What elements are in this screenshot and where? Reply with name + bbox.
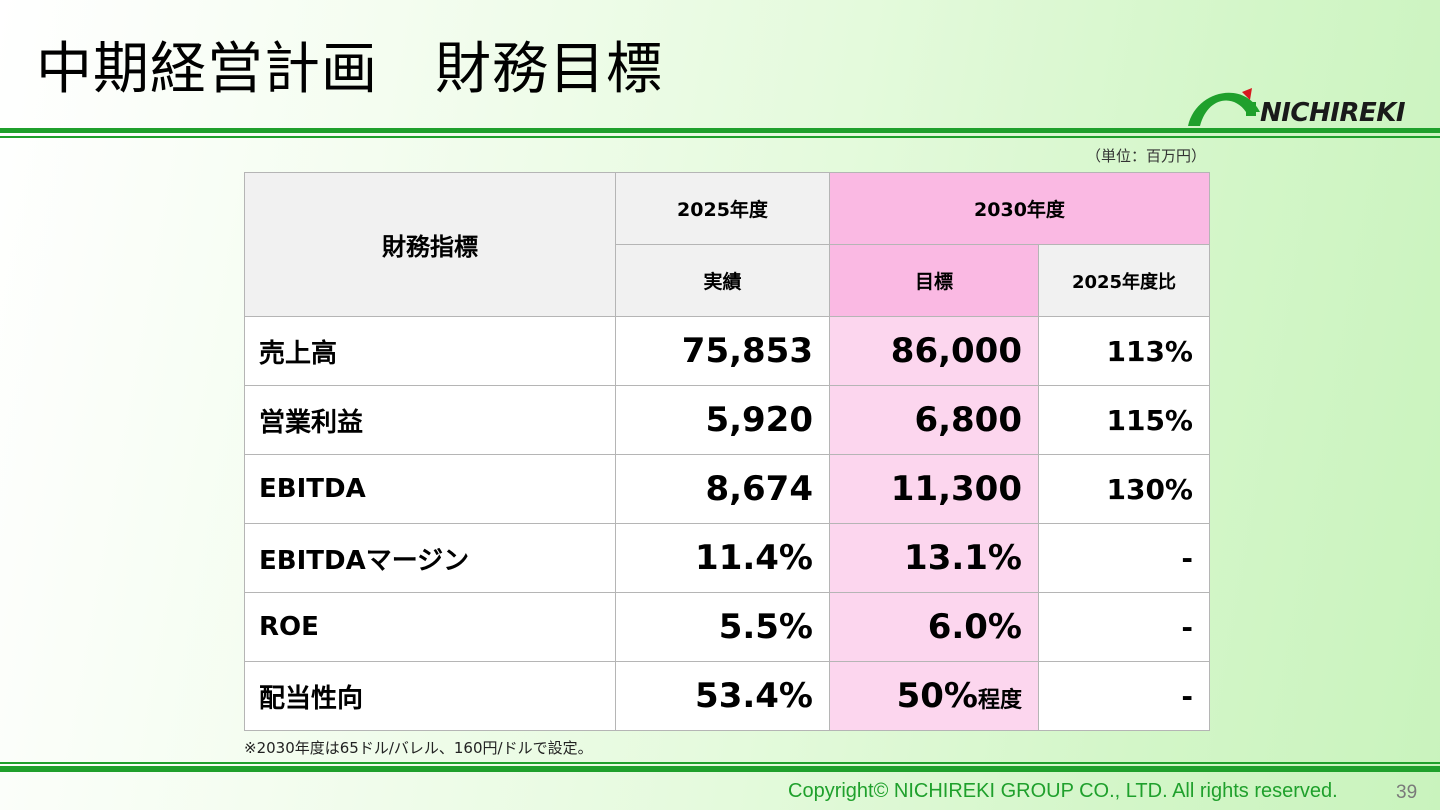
copyright-text: Copyright© NICHIREKI GROUP CO., LTD. All… xyxy=(788,780,1338,802)
table-row: 売上高 75,853 86,000 113% xyxy=(244,316,1210,386)
header-ratio: 2025年度比 xyxy=(1038,244,1210,317)
actual-2025-value: 75,853 xyxy=(615,316,830,386)
target-2030-value: 6,800 xyxy=(829,385,1039,455)
actual-2025-value: 53.4% xyxy=(615,661,830,731)
header-target: 目標 xyxy=(829,244,1039,317)
table-row: 営業利益 5,920 6,800 115% xyxy=(244,385,1210,455)
unit-note: （単位：百万円） xyxy=(1085,147,1206,165)
actual-2025-value: 5,920 xyxy=(615,385,830,455)
table-row: 配当性向 53.4% 50%程度 - xyxy=(244,661,1210,731)
target-suffix: 程度 xyxy=(977,688,1022,713)
page-number: 39 xyxy=(1396,782,1418,803)
actual-2025-value: 8,674 xyxy=(615,454,830,524)
header-metric-label: 財務指標 xyxy=(244,172,616,317)
footer-divider-thick xyxy=(0,766,1440,772)
metric-label: EBITDA xyxy=(244,454,616,524)
header-divider-thick xyxy=(0,128,1440,133)
metric-label: ROE xyxy=(244,592,616,662)
metric-label: 配当性向 xyxy=(244,661,616,731)
target-2030-value: 6.0% xyxy=(829,592,1039,662)
target-value: 50% xyxy=(896,676,978,716)
header-actual: 実績 xyxy=(615,244,830,317)
ratio-value: - xyxy=(1038,523,1210,593)
metric-label: 売上高 xyxy=(244,316,616,386)
footnote: ※2030年度は65ドル/バレル、160円/ドルで設定。 xyxy=(244,739,593,757)
nichireki-logo: NICHIREKI xyxy=(1186,82,1436,128)
table-header-row: 財務指標 2025年度 2030年度 xyxy=(244,172,1210,317)
footer-divider-thin xyxy=(0,762,1440,764)
target-2030-value: 50%程度 xyxy=(829,661,1039,731)
ratio-value: 115% xyxy=(1038,385,1210,455)
ratio-value: 130% xyxy=(1038,454,1210,524)
target-value: 6.0% xyxy=(927,607,1022,647)
page-title: 中期経営計画 財務目標 xyxy=(36,37,663,102)
actual-2025-value: 5.5% xyxy=(615,592,830,662)
target-2030-value: 86,000 xyxy=(829,316,1039,386)
logo-text: NICHIREKI xyxy=(1260,98,1406,128)
target-2030-value: 11,300 xyxy=(829,454,1039,524)
target-value: 86,000 xyxy=(890,331,1022,371)
table-row: EBITDAマージン 11.4% 13.1% - xyxy=(244,523,1210,593)
financial-targets-table: 財務指標 2025年度 2030年度 実績 目標 2025年度比 売上高 75,… xyxy=(244,172,1210,731)
target-value: 11,300 xyxy=(890,469,1022,509)
header-divider-thin xyxy=(0,136,1440,138)
target-value: 13.1% xyxy=(904,538,1022,578)
header-fy2030: 2030年度 xyxy=(829,172,1210,245)
metric-label: 営業利益 xyxy=(244,385,616,455)
target-2030-value: 13.1% xyxy=(829,523,1039,593)
target-value: 6,800 xyxy=(914,400,1022,440)
logo-arc-icon xyxy=(1188,88,1260,126)
table-subheader-row: 実績 目標 2025年度比 xyxy=(245,244,1210,317)
ratio-value: 113% xyxy=(1038,316,1210,386)
table-row: ROE 5.5% 6.0% - xyxy=(244,592,1210,662)
ratio-value: - xyxy=(1038,592,1210,662)
actual-2025-value: 11.4% xyxy=(615,523,830,593)
header-fy2025: 2025年度 xyxy=(615,172,830,245)
metric-label: EBITDAマージン xyxy=(244,523,616,593)
ratio-value: - xyxy=(1038,661,1210,731)
table-row: EBITDA 8,674 11,300 130% xyxy=(244,454,1210,524)
